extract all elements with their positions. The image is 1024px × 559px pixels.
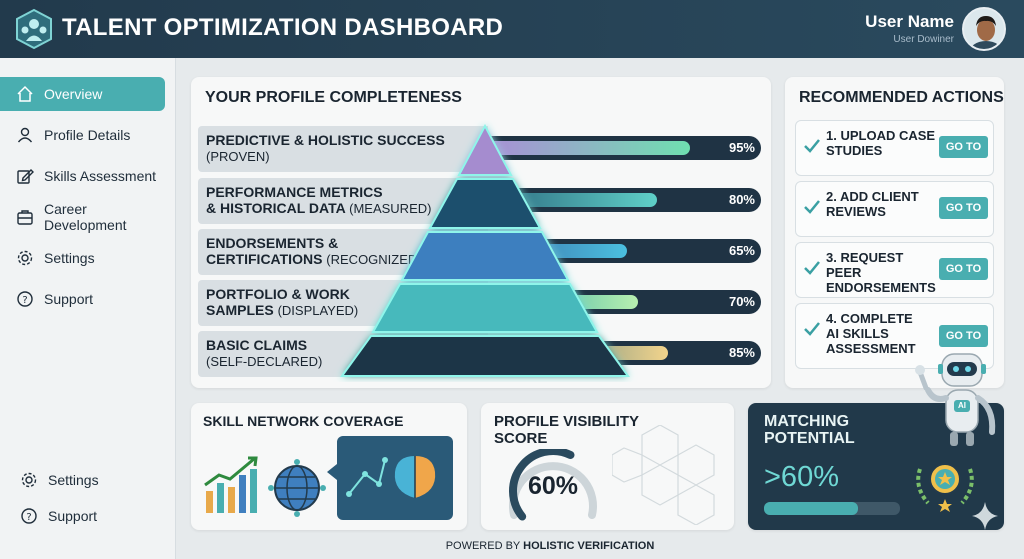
robot-badge-text: AI (958, 401, 966, 410)
row-label: BASIC CLAIMS (206, 337, 308, 353)
profile-completeness-title: YOUR PROFILE COMPLETENESS (205, 89, 462, 106)
progress-value: 80% (728, 192, 755, 207)
edit-icon (17, 169, 34, 184)
app-title: TALENT OPTIMIZATION DASHBOARD (62, 14, 504, 41)
sidebar-item-settings[interactable]: Settings (0, 241, 165, 275)
row-sublabel: (PROVEN) (206, 149, 270, 164)
user-name[interactable]: User Name (865, 12, 954, 31)
sidebar-item-label: Profile Details (44, 127, 131, 143)
row-sublabel: (DISPLAYED) (277, 303, 359, 318)
sidebar-item-label: Career Development (44, 201, 127, 233)
user-subtitle: User Dowiner (893, 34, 954, 45)
sidebar-item-profile-details[interactable]: Profile Details (0, 118, 165, 152)
skill-network-title: SKILL NETWORK COVERAGE (203, 413, 404, 429)
matching-potential-value: >60% (764, 461, 839, 493)
home-icon (17, 85, 33, 102)
go-to-button[interactable]: GO TO (939, 197, 988, 219)
sidebar-item-label: Support (44, 291, 94, 307)
profile-row[interactable]: PREDICTIVE & HOLISTIC SUCCESS (PROVEN) 95… (198, 126, 761, 172)
matching-progress-bar (764, 502, 900, 515)
row-label-2: SAMPLES (206, 302, 274, 318)
footer: POWERED BY HOLISTIC VERIFICATION (300, 540, 800, 552)
action-text: 4. COMPLETE AI SKILLS ASSESSMENT (826, 311, 916, 356)
sidebar-item-label: Support (48, 508, 98, 524)
matching-progress-fill (764, 502, 858, 515)
svg-text:?: ? (22, 295, 27, 306)
ai-brain-icon (327, 436, 453, 520)
progress-value: 65% (728, 243, 755, 258)
footer-prefix: POWERED BY (445, 540, 524, 552)
row-sublabel: (SELF-DECLARED) (206, 354, 323, 369)
row-label-2: & HISTORICAL DATA (206, 200, 346, 216)
profile-row[interactable]: PERFORMANCE METRICS & HISTORICAL DATA (ME… (198, 178, 761, 224)
hex-pattern (612, 425, 715, 525)
matching-potential-title: MATCHING POTENTIAL (764, 413, 855, 447)
help-icon: ? (21, 508, 37, 524)
action-text: 2. ADD CLIENT REVIEWS (826, 189, 919, 219)
svg-text:?: ? (26, 512, 31, 523)
row-label: PREDICTIVE & HOLISTIC SUCCESS (206, 132, 445, 148)
row-label-2: CERTIFICATIONS (206, 251, 323, 267)
go-to-button[interactable]: GO TO (939, 325, 988, 347)
gear-icon (17, 250, 33, 266)
sidebar-item-career-development[interactable]: Career Development (0, 200, 165, 234)
action-text: 3. REQUEST PEER ENDORSEMENTS (826, 250, 936, 295)
gear-icon (21, 472, 37, 488)
sidebar-item-label: Settings (44, 250, 95, 266)
robot-assistant-icon[interactable] (914, 352, 1008, 448)
row-label: PORTFOLIO & WORK (206, 286, 350, 302)
visibility-gauge (509, 449, 597, 521)
growth-chart-icon (204, 456, 258, 513)
action-text: 1. UPLOAD CASE STUDIES (826, 128, 936, 158)
progress-value: 70% (728, 294, 755, 309)
progress-fill (488, 141, 691, 155)
row-sublabel: (RECOGNIZED) (326, 252, 422, 267)
action-item: 2. ADD CLIENT REVIEWS GO TO (795, 181, 994, 237)
user-icon (17, 127, 33, 143)
visibility-score-value: 60% (527, 472, 579, 500)
progress-value: 85% (728, 345, 755, 360)
sidebar-bottom-settings[interactable]: Settings (0, 463, 165, 497)
sidebar: Overview Profile Details Skills Assessme… (0, 58, 176, 559)
avatar-portrait-icon (964, 9, 1004, 49)
recommended-actions-title: RECOMMENDED ACTIONS (799, 89, 1004, 106)
check-icon (804, 200, 820, 214)
gauge-arc (509, 449, 575, 521)
sidebar-item-label: Overview (44, 86, 103, 102)
check-icon (804, 322, 820, 336)
check-icon (804, 261, 820, 275)
sidebar-item-support[interactable]: ? Support (0, 282, 165, 316)
action-item: 3. REQUEST PEER ENDORSEMENTS GO TO (795, 242, 994, 298)
progress-value: 95% (728, 140, 755, 155)
sidebar-item-skills-assessment[interactable]: Skills Assessment (0, 159, 165, 193)
sidebar-item-label: Settings (48, 472, 99, 488)
row-label: ENDORSEMENTS & (206, 235, 339, 251)
sidebar-bottom-support[interactable]: ? Support (0, 499, 165, 533)
progress-bar: 80% (488, 188, 761, 212)
logo-icon (16, 8, 52, 50)
award-badge-icon (916, 463, 974, 512)
globe-network-icon (268, 459, 326, 517)
sparkle-icon (972, 502, 998, 530)
check-icon (804, 139, 820, 153)
go-to-button[interactable]: GO TO (939, 136, 988, 158)
action-item: 1. UPLOAD CASE STUDIES GO TO (795, 120, 994, 176)
avatar[interactable] (962, 7, 1006, 51)
sidebar-item-label: Skills Assessment (44, 168, 157, 184)
sidebar-item-overview[interactable]: Overview (0, 77, 165, 111)
pyramid-graphic (340, 123, 630, 377)
help-icon: ? (17, 291, 33, 307)
row-label: PERFORMANCE METRICS (206, 184, 383, 200)
app-header: TALENT OPTIMIZATION DASHBOARD User Name … (0, 0, 1024, 58)
progress-bar: 95% (488, 136, 761, 160)
profile-visibility-title: PROFILE VISIBILITY SCORE (494, 413, 639, 447)
footer-strong: HOLISTIC VERIFICATION (523, 540, 655, 552)
row-sublabel: (MEASURED) (349, 201, 432, 216)
progress-fill (488, 193, 658, 207)
go-to-button[interactable]: GO TO (939, 258, 988, 280)
briefcase-icon (17, 210, 33, 225)
